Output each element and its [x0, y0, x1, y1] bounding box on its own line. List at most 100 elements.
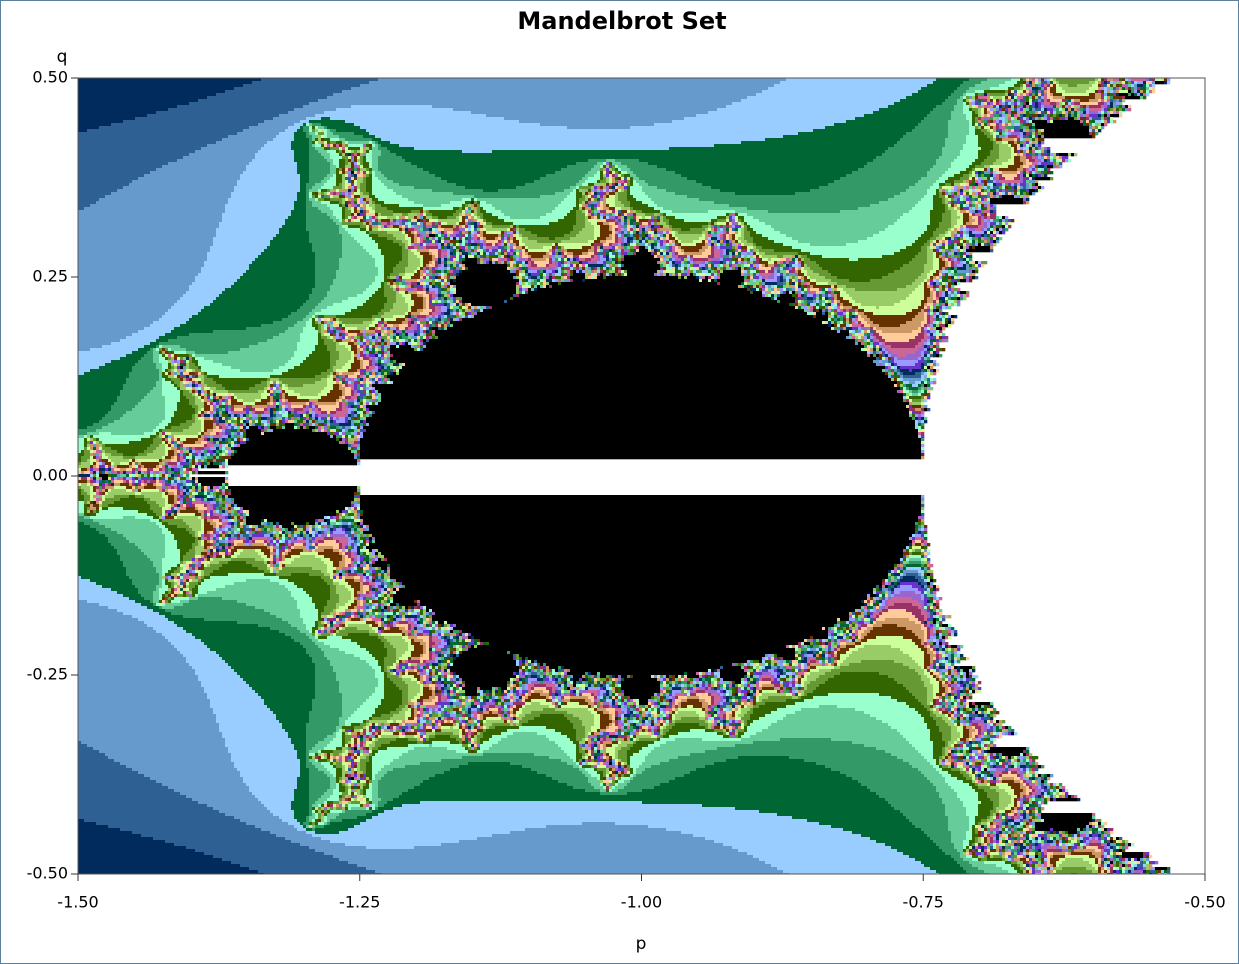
fractal-cell	[303, 105, 351, 108]
fractal-cell	[933, 183, 939, 186]
fractal-cell	[588, 276, 591, 279]
fractal-cell	[558, 258, 561, 261]
fractal-cell	[966, 279, 969, 282]
fractal-cell	[597, 213, 600, 216]
fractal-cell	[960, 183, 966, 186]
fractal-cell	[597, 171, 600, 174]
fractal-cell	[1029, 81, 1032, 84]
fractal-cell	[588, 273, 591, 276]
fractal-cell	[882, 255, 915, 258]
fractal-cell	[435, 243, 438, 246]
fractal-cell	[1014, 105, 1017, 108]
fractal-cell	[918, 252, 927, 255]
fractal-cell	[1011, 153, 1017, 156]
fractal-cell	[588, 159, 606, 162]
fractal-cell	[279, 228, 306, 231]
fractal-cell	[357, 183, 360, 186]
fractal-cell	[1050, 120, 1053, 123]
fractal-cell	[1017, 144, 1020, 147]
fractal-cell	[270, 243, 312, 246]
fractal-cell	[582, 252, 588, 255]
fractal-cell	[993, 141, 996, 144]
fractal-cell	[510, 267, 513, 270]
fractal-cell	[456, 270, 459, 273]
fractal-cell	[456, 246, 459, 249]
fractal-cell	[618, 189, 621, 192]
fractal-cell	[609, 183, 612, 186]
fractal-cell	[366, 153, 372, 156]
fractal-cell	[315, 276, 336, 279]
fractal-cell	[1044, 117, 1047, 120]
fractal-cell	[594, 237, 597, 240]
fractal-cell	[483, 246, 486, 249]
fractal-cell	[150, 171, 243, 174]
fractal-cell	[1023, 99, 1026, 102]
fractal-cell	[579, 201, 582, 204]
fractal-cell	[663, 219, 669, 222]
fractal-cell	[753, 243, 756, 246]
fractal-cell	[966, 93, 975, 96]
fractal-cell	[450, 237, 453, 240]
fractal-cell	[987, 102, 990, 105]
fractal-cell	[639, 249, 648, 252]
fractal-cell	[528, 249, 549, 252]
fractal-cell	[615, 201, 621, 204]
fractal-cell	[483, 231, 486, 234]
fractal-cell	[675, 246, 678, 249]
fractal-cell	[513, 270, 516, 273]
fractal-cell	[654, 273, 657, 276]
fractal-cell	[366, 228, 369, 231]
fractal-cell	[477, 225, 480, 228]
fractal-cell	[597, 180, 600, 183]
fractal-cell	[411, 249, 417, 252]
fractal-cell	[471, 111, 708, 114]
fractal-cell	[741, 222, 744, 225]
fractal-cell	[357, 162, 360, 165]
fractal-cell	[948, 204, 951, 207]
fractal-cell	[1059, 102, 1062, 105]
fractal-cell	[615, 174, 618, 177]
fractal-cell	[1014, 162, 1023, 165]
fractal-cell	[1011, 132, 1020, 135]
fractal-cell	[873, 111, 930, 114]
fractal-cell	[600, 174, 603, 177]
fractal-cell	[447, 276, 450, 279]
fractal-cell	[597, 237, 606, 240]
fractal-cell	[1119, 84, 1122, 87]
fractal-cell	[618, 231, 621, 234]
fractal-cell	[1050, 153, 1053, 156]
fractal-cell	[972, 171, 975, 174]
fractal-cell	[675, 216, 717, 219]
fractal-cell	[957, 231, 960, 234]
fractal-cell	[624, 216, 627, 219]
fractal-cell	[621, 201, 630, 204]
fractal-cell	[729, 243, 732, 246]
fractal-cell	[618, 219, 621, 222]
fractal-cell	[975, 90, 984, 93]
fractal-cell	[555, 246, 558, 249]
fractal-cell	[519, 276, 522, 279]
fractal-cell	[810, 189, 906, 192]
fractal-cell	[942, 219, 951, 222]
fractal-cell	[729, 228, 732, 231]
fractal-cell	[315, 255, 342, 258]
fractal-cell	[738, 222, 741, 225]
fractal-cell	[357, 240, 375, 243]
fractal-cell	[516, 282, 519, 285]
fractal-cell	[1089, 129, 1092, 132]
fractal-cell	[600, 216, 603, 219]
fractal-cell	[1056, 114, 1059, 117]
fractal-cell	[309, 198, 315, 201]
fractal-cell	[585, 258, 591, 261]
fractal-cell	[507, 231, 513, 234]
fractal-cell	[615, 261, 618, 264]
fractal-cell	[798, 255, 801, 258]
fractal-cell	[1062, 99, 1065, 102]
fractal-cell	[990, 198, 1023, 201]
fractal-cell	[477, 249, 480, 252]
fractal-cell	[360, 162, 363, 165]
fractal-cell	[318, 189, 321, 192]
fractal-cell	[1044, 114, 1047, 117]
fractal-cell	[339, 138, 345, 141]
fractal-cell	[636, 237, 639, 240]
